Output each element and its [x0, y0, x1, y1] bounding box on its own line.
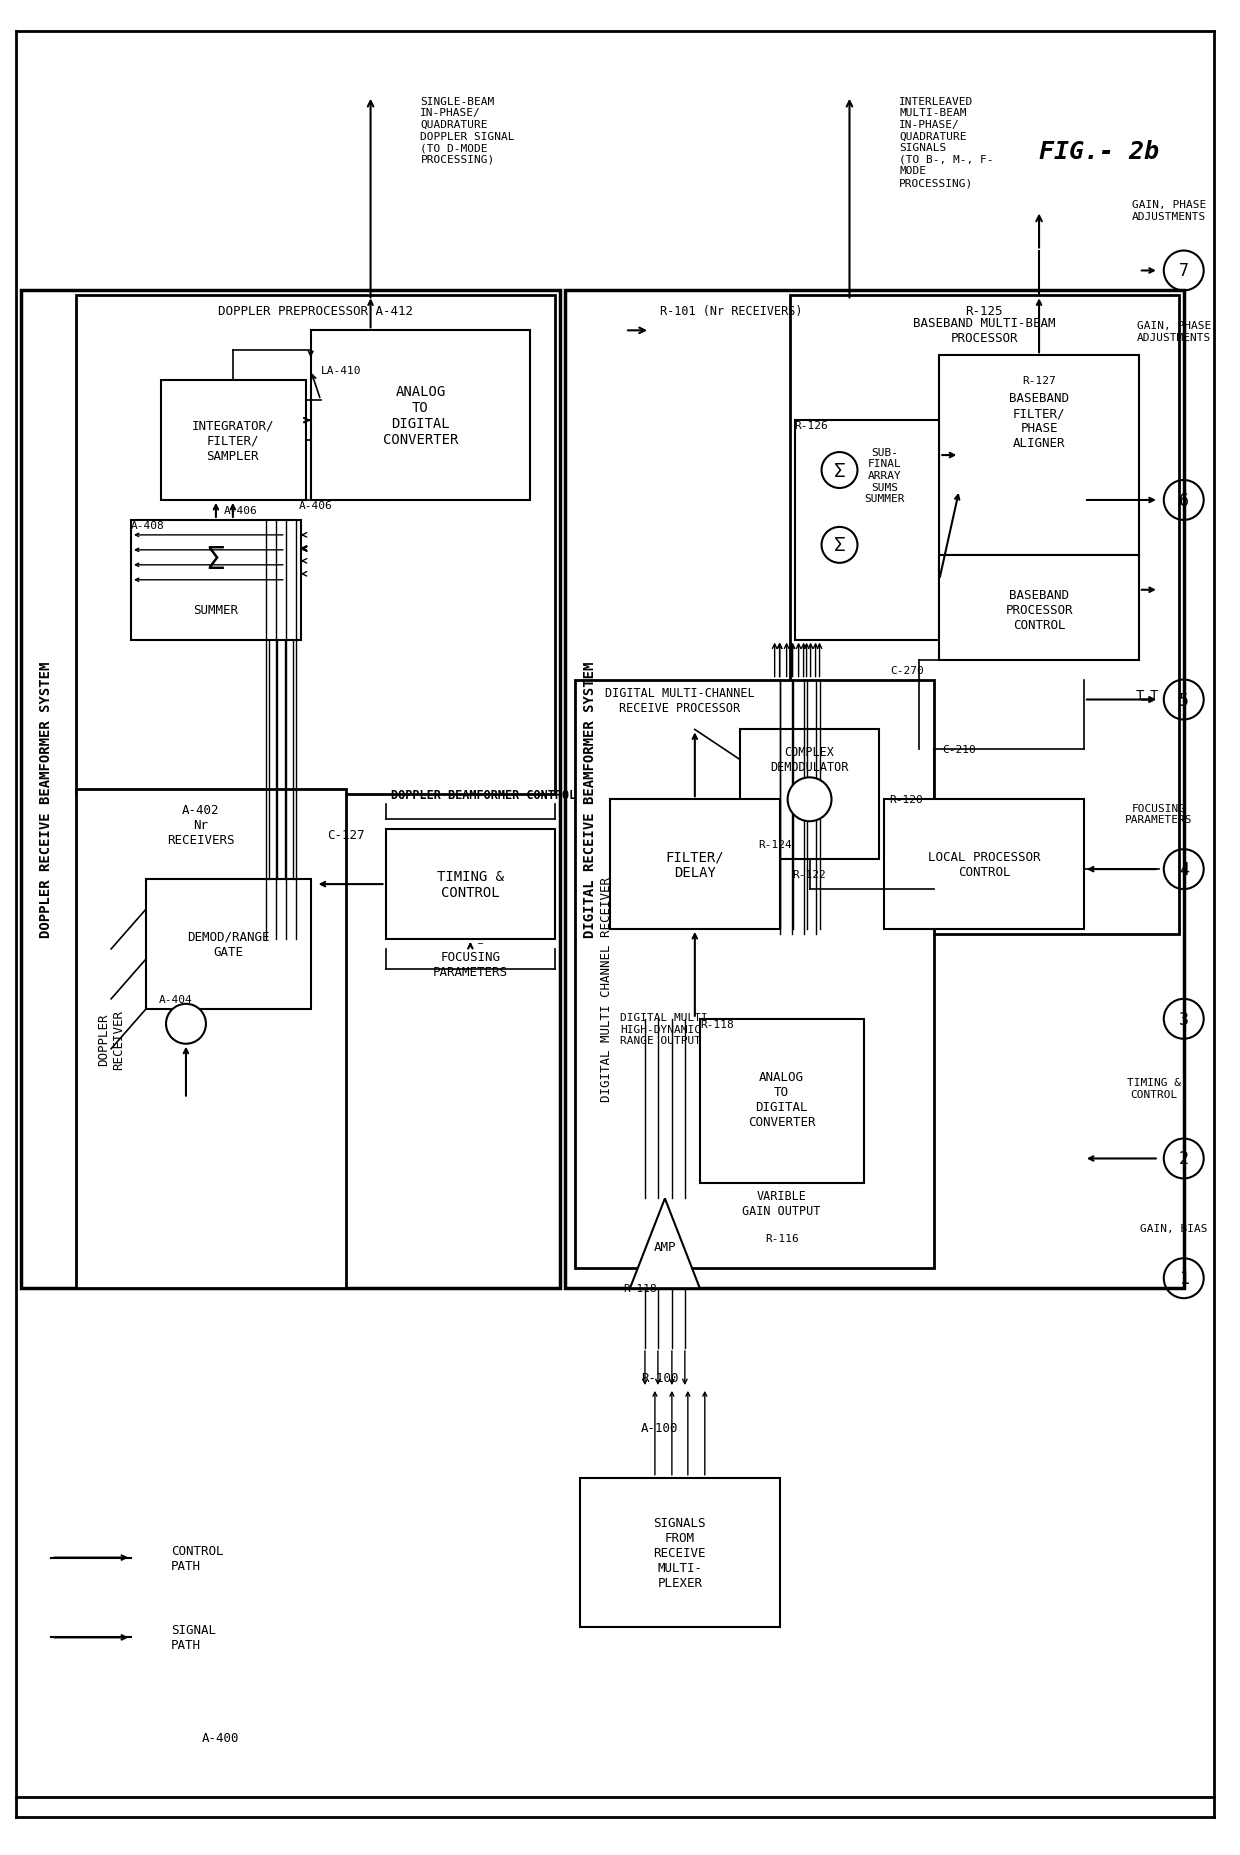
Text: R-100: R-100 — [641, 1371, 678, 1384]
Bar — [311, 332, 531, 501]
Text: TIMING &
CONTROL: TIMING & CONTROL — [436, 870, 503, 900]
Text: R-127: R-127 — [1022, 377, 1056, 386]
Bar — [21, 291, 560, 1289]
Text: AMP: AMP — [653, 1241, 676, 1254]
Text: GAIN, PHASE
ADJUSTMENTS: GAIN, PHASE ADJUSTMENTS — [1137, 321, 1211, 343]
Text: A-402
Nr
RECEIVERS: A-402 Nr RECEIVERS — [167, 803, 234, 846]
Text: GAIN, BIAS: GAIN, BIAS — [1140, 1224, 1208, 1234]
Text: 2: 2 — [1179, 1150, 1189, 1169]
Text: 7: 7 — [1179, 262, 1189, 280]
Text: C-127: C-127 — [327, 829, 365, 842]
Text: Σ: Σ — [833, 536, 846, 555]
Text: DOPPLER RECEIVE BEAMFORMER SYSTEM: DOPPLER RECEIVE BEAMFORMER SYSTEM — [40, 662, 53, 939]
Bar — [76, 297, 556, 796]
Text: 1: 1 — [1179, 1269, 1189, 1287]
Text: R-116: R-116 — [765, 1234, 799, 1243]
Text: A-400: A-400 — [202, 1731, 239, 1744]
Text: SINGLE-BEAM
IN-PHASE/
QUADRATURE
DOPPLER SIGNAL
(TO D-MODE
PROCESSING): SINGLE-BEAM IN-PHASE/ QUADRATURE DOPPLER… — [420, 96, 515, 165]
Text: DIGITAL MULTI-CHANNEL
RECEIVE PROCESSOR: DIGITAL MULTI-CHANNEL RECEIVE PROCESSOR — [605, 686, 755, 714]
Text: DIGITAL MULTI
HIGH-DYNAMIC
RANGE OUTPUT: DIGITAL MULTI HIGH-DYNAMIC RANGE OUTPUT — [620, 1013, 708, 1046]
Text: T: T — [1149, 688, 1158, 703]
Bar — [76, 790, 346, 1289]
Text: FOCUSING
PARAMETERS: FOCUSING PARAMETERS — [1125, 803, 1193, 825]
Text: DOPPLER PREPROCESSOR A-412: DOPPLER PREPROCESSOR A-412 — [218, 304, 413, 317]
Text: R-101 (Nr RECEIVERS): R-101 (Nr RECEIVERS) — [660, 304, 802, 317]
Text: FILTER/
DELAY: FILTER/ DELAY — [666, 850, 724, 879]
Text: A-406: A-406 — [224, 506, 258, 516]
Text: COMPLEX
DEMODULATOR: COMPLEX DEMODULATOR — [770, 746, 848, 774]
Bar — [580, 1478, 780, 1627]
Text: 6: 6 — [1179, 492, 1189, 510]
Text: BASEBAND
PROCESSOR
CONTROL: BASEBAND PROCESSOR CONTROL — [1006, 588, 1073, 633]
Text: R-125: R-125 — [966, 304, 1003, 317]
Bar — [161, 380, 306, 501]
Bar — [790, 297, 1179, 935]
Text: SUMMER: SUMMER — [193, 605, 238, 618]
Bar — [699, 1018, 864, 1183]
Text: A-404: A-404 — [159, 994, 193, 1004]
Text: Σ: Σ — [833, 462, 846, 480]
Text: R-122: R-122 — [792, 870, 826, 879]
Text: C-270: C-270 — [890, 666, 924, 675]
Text: C-210: C-210 — [942, 746, 976, 755]
Text: DIGITAL MULTI CHANNEL RECEIVER: DIGITAL MULTI CHANNEL RECEIVER — [600, 877, 613, 1102]
Text: DOPPLER
RECEIVER: DOPPLER RECEIVER — [97, 1009, 125, 1068]
Bar — [740, 731, 879, 859]
Text: R-124: R-124 — [758, 840, 791, 850]
Text: DOPPLER BEAMFORMER CONTROL: DOPPLER BEAMFORMER CONTROL — [391, 788, 575, 801]
Text: INTEGRATOR/
FILTER/
SAMPLER: INTEGRATOR/ FILTER/ SAMPLER — [192, 419, 274, 462]
Bar — [939, 555, 1138, 660]
Bar — [386, 829, 556, 939]
Text: BASEBAND
FILTER/
PHASE
ALIGNER: BASEBAND FILTER/ PHASE ALIGNER — [1009, 391, 1069, 451]
Text: 5: 5 — [1179, 692, 1189, 709]
Text: 4: 4 — [1179, 861, 1189, 879]
Text: R-120: R-120 — [889, 794, 923, 805]
Text: T: T — [1136, 688, 1143, 703]
Bar — [146, 879, 311, 1009]
Polygon shape — [630, 1198, 699, 1289]
Bar — [131, 521, 301, 640]
Text: SUB-
FINAL
ARRAY
SUMS
SUMMER: SUB- FINAL ARRAY SUMS SUMMER — [864, 447, 905, 505]
Text: SIGNAL
PATH: SIGNAL PATH — [171, 1623, 216, 1651]
Text: FIG.- 2b: FIG.- 2b — [1039, 139, 1159, 163]
Bar — [575, 681, 934, 1269]
Circle shape — [166, 1004, 206, 1044]
Circle shape — [787, 777, 832, 822]
Text: DEMOD/RANGE
GATE: DEMOD/RANGE GATE — [187, 931, 269, 959]
Text: 3: 3 — [1179, 1011, 1189, 1028]
Circle shape — [822, 527, 858, 564]
Circle shape — [822, 453, 858, 488]
Text: Σ: Σ — [207, 545, 226, 575]
Text: FOCUSING
PARAMETERS: FOCUSING PARAMETERS — [433, 950, 508, 978]
Text: ANALOG
TO
DIGITAL
CONVERTER: ANALOG TO DIGITAL CONVERTER — [748, 1070, 816, 1128]
Bar — [565, 291, 1184, 1289]
Text: BASEBAND MULTI-BEAM
PROCESSOR: BASEBAND MULTI-BEAM PROCESSOR — [913, 317, 1055, 345]
Bar — [884, 800, 1084, 929]
Text: TIMING &
CONTROL: TIMING & CONTROL — [1127, 1078, 1180, 1098]
Text: INTERLEAVED
MULTI-BEAM
IN-PHASE/
QUADRATURE
SIGNALS
(TO B-, M-, F-
MODE
PROCESSI: INTERLEAVED MULTI-BEAM IN-PHASE/ QUADRAT… — [899, 96, 994, 187]
Text: GAIN, PHASE
ADJUSTMENTS: GAIN, PHASE ADJUSTMENTS — [1132, 200, 1205, 221]
Text: DIGITAL RECEIVE BEAMFORMER SYSTEM: DIGITAL RECEIVE BEAMFORMER SYSTEM — [583, 662, 598, 939]
Text: R-118: R-118 — [699, 1018, 734, 1030]
Text: _: _ — [477, 935, 482, 944]
Text: CONTROL
PATH: CONTROL PATH — [171, 1543, 223, 1571]
Bar — [795, 421, 939, 640]
Text: R-118: R-118 — [622, 1284, 657, 1293]
Text: R-126: R-126 — [795, 421, 828, 430]
Text: ANALOG
TO
DIGITAL
CONVERTER: ANALOG TO DIGITAL CONVERTER — [383, 384, 458, 447]
Text: A-408: A-408 — [131, 521, 165, 531]
Text: LA-410: LA-410 — [321, 365, 361, 377]
Text: SIGNALS
FROM
RECEIVE
MULTI-
PLEXER: SIGNALS FROM RECEIVE MULTI- PLEXER — [653, 1516, 706, 1590]
Text: A-406: A-406 — [299, 501, 332, 510]
Text: LOCAL PROCESSOR
CONTROL: LOCAL PROCESSOR CONTROL — [928, 851, 1040, 879]
Bar — [610, 800, 780, 929]
Text: A-100: A-100 — [641, 1421, 678, 1434]
Text: VARIBLE
GAIN OUTPUT: VARIBLE GAIN OUTPUT — [743, 1189, 821, 1217]
Bar — [939, 356, 1138, 555]
